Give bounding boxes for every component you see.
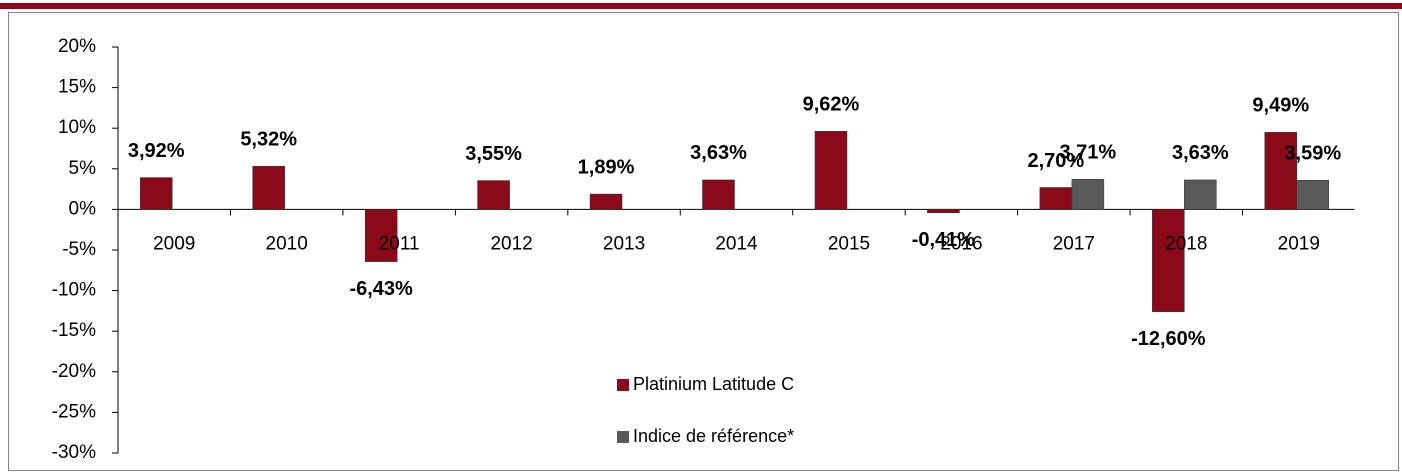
value-label: 9,49% (1252, 95, 1309, 117)
bar (1152, 209, 1185, 312)
y-tick-label: -30% (52, 442, 96, 463)
bar (477, 180, 510, 210)
bar (1296, 179, 1330, 210)
y-tick-label: -20% (52, 361, 96, 382)
x-tick-label: 2010 (266, 233, 308, 254)
bar (1264, 132, 1298, 210)
bar (589, 193, 623, 210)
bar (1071, 179, 1105, 210)
value-label: 3,92% (128, 140, 185, 162)
x-tick-label: 2015 (828, 233, 870, 254)
bar (927, 209, 960, 213)
header-bar (0, 3, 1402, 9)
value-label: 3,55% (465, 143, 522, 165)
value-label: 3,63% (690, 142, 747, 164)
y-tick-label: 5% (69, 158, 97, 179)
x-tick-label: 2014 (715, 233, 758, 254)
bar (252, 165, 285, 210)
y-tick-label: -10% (52, 280, 96, 301)
x-tick-label: 2016 (940, 233, 982, 254)
legend-swatch (617, 379, 629, 391)
value-label: 1,89% (578, 156, 635, 178)
x-tick-label: 2009 (153, 233, 195, 254)
legend-swatch (617, 431, 629, 443)
x-tick-label: 2013 (603, 233, 645, 254)
value-label: -12,60% (1131, 328, 1206, 350)
value-label: 3,63% (1172, 142, 1229, 164)
y-tick-label: 15% (58, 77, 96, 98)
y-tick-label: 0% (69, 198, 97, 219)
value-label: 3,59% (1284, 143, 1341, 165)
legend-label: Indice de référence* (633, 426, 794, 446)
value-label: 2,70% (1028, 150, 1085, 172)
y-tick-label: -25% (52, 401, 96, 422)
bar (702, 179, 735, 210)
y-tick-label: 10% (58, 117, 96, 138)
value-label: -6,43% (349, 278, 413, 300)
legend-label: Platinium Latitude C (633, 374, 794, 394)
y-tick-label: -15% (52, 320, 96, 341)
x-tick-label: 2012 (490, 233, 532, 254)
y-tick-label: -5% (62, 239, 96, 260)
x-tick-label: 2017 (1053, 233, 1095, 254)
x-tick-label: 2019 (1278, 233, 1320, 254)
value-label: 5,32% (240, 128, 297, 150)
value-label: 9,62% (803, 94, 860, 116)
value-label: 3,71% (1060, 142, 1117, 164)
bar (814, 131, 848, 210)
x-tick-label: 2011 (379, 233, 420, 254)
x-tick-label: 2018 (1165, 233, 1207, 254)
bar (1184, 179, 1217, 210)
y-tick-label: 20% (58, 36, 96, 57)
bar (139, 177, 173, 210)
value-label: -0,41% (912, 229, 976, 251)
bar (364, 209, 398, 262)
bar (1039, 187, 1073, 210)
